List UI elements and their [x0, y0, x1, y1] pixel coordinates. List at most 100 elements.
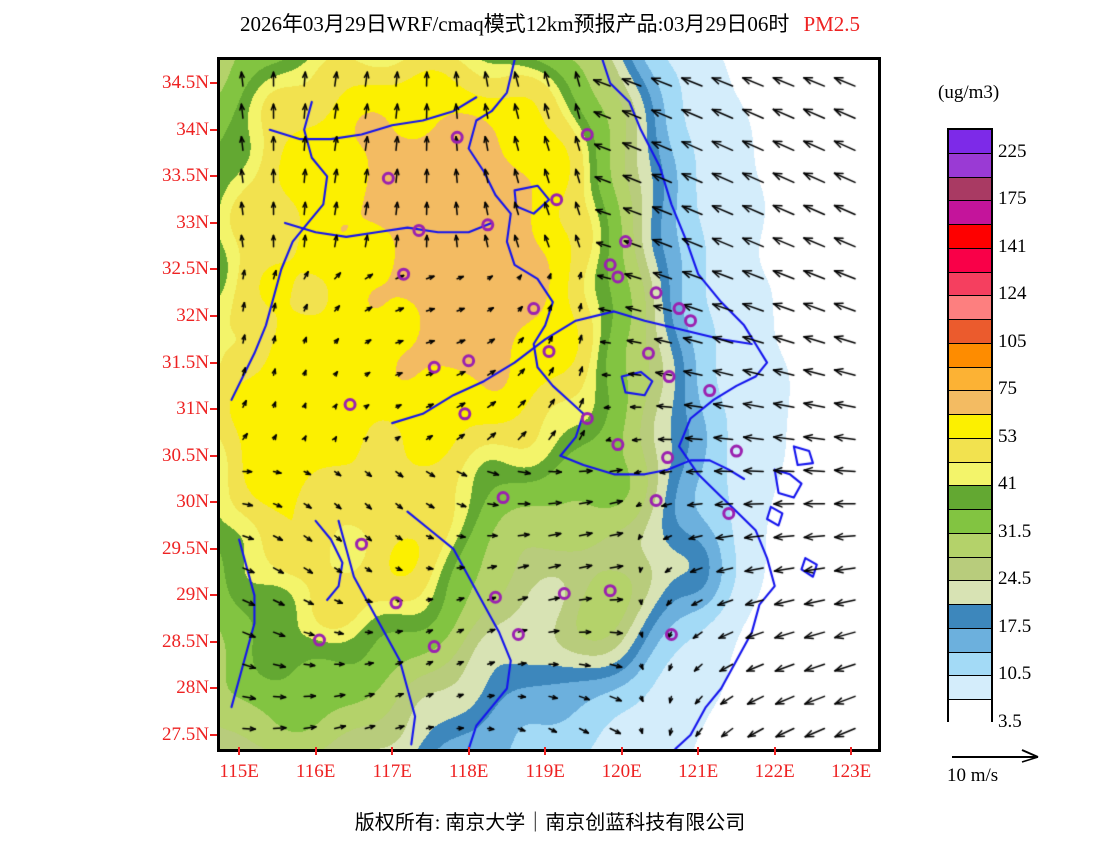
colorbar-band	[949, 272, 991, 297]
lat-tick-label: 29N	[176, 584, 209, 606]
colorbar-band	[949, 225, 991, 249]
colorbar-tick-label: 105	[998, 330, 1027, 352]
colorbar[interactable]	[947, 128, 993, 724]
colorbar-units-label: (ug/m3)	[938, 82, 1000, 103]
colorbar-band	[949, 391, 991, 415]
colorbar-tick-label: 225	[998, 140, 1027, 162]
lon-tick-mark	[773, 747, 776, 755]
colorbar-tick-label: 41	[998, 473, 1017, 495]
lon-tick-mark	[391, 747, 394, 755]
colorbar-band	[949, 510, 991, 534]
colorbar-band	[949, 343, 991, 368]
colorbar-band	[949, 628, 991, 653]
colorbar-tick-labels: 225 175 141 124 105 75 53 41 31.5 24.5 17.5 10.5 3.5	[998, 128, 1098, 732]
lat-tick-label: 34.5N	[162, 72, 209, 94]
colorbar-tick-label: 141	[998, 235, 1027, 257]
colorbar-tick-label: 17.5	[998, 615, 1032, 637]
lon-tick-mark	[697, 747, 700, 755]
lat-tick-mark	[210, 640, 219, 643]
lat-tick-label: 30N	[176, 491, 209, 513]
lon-tick-label: 115E	[219, 761, 259, 782]
colorbar-tick-label: 24.5	[998, 568, 1032, 590]
colorbar-band	[949, 676, 991, 700]
lon-tick-label: 120E	[601, 761, 642, 782]
colorbar-tick-label: 3.5	[998, 711, 1022, 732]
colorbar-band	[949, 581, 991, 605]
page-title: 2026年03月29日WRF/cmaq模式12km预报产品:03月29日06时 P…	[0, 8, 1100, 40]
wind-scale-label: 10 m/s	[947, 765, 999, 786]
lon-tick-mark	[850, 747, 853, 755]
lat-tick-mark	[210, 175, 219, 178]
colorbar-band	[949, 320, 991, 344]
lat-tick-label: 31N	[176, 398, 209, 420]
lon-tick-mark	[238, 747, 241, 755]
lat-tick-label: 28N	[176, 677, 209, 699]
lat-tick-mark	[210, 361, 219, 364]
title-species-label: PM2.5	[803, 12, 861, 36]
colorbar-band	[949, 700, 991, 724]
lat-tick-mark	[210, 408, 219, 411]
colorbar-tick-label: 124	[998, 283, 1027, 305]
lon-tick-label: 116E	[295, 761, 336, 782]
lat-tick-label: 32N	[176, 305, 209, 327]
pm25-contour-map	[220, 60, 878, 749]
map-plot-area[interactable]	[217, 57, 881, 752]
colorbar-tick-label: 175	[998, 188, 1027, 210]
colorbar-band	[949, 201, 991, 225]
lat-tick-mark	[210, 734, 219, 737]
lat-tick-label: 33.5N	[162, 165, 209, 187]
colorbar-tick-label: 31.5	[998, 520, 1032, 542]
lon-tick-label: 117E	[372, 761, 412, 782]
colorbar-band	[949, 438, 991, 463]
colorbar-band	[949, 248, 991, 273]
colorbar-band	[949, 415, 991, 439]
lon-tick-label: 122E	[754, 761, 795, 782]
lat-tick-mark	[210, 594, 219, 597]
colorbar-tick-label: 75	[998, 378, 1017, 400]
lon-tick-label: 118E	[448, 761, 489, 782]
lon-tick-mark	[620, 747, 623, 755]
lon-tick-mark	[544, 747, 547, 755]
lat-tick-mark	[210, 128, 219, 131]
lat-tick-mark	[210, 268, 219, 271]
lat-tick-mark	[210, 82, 219, 85]
colorbar-band	[949, 605, 991, 629]
colorbar-band	[949, 130, 991, 154]
colorbar-band	[949, 652, 991, 677]
lat-tick-mark	[210, 315, 219, 318]
latitude-axis: 34.5N 34N 33.5N 33N 32.5N 32N 31.5N 31N 30.5N 30N…	[135, 57, 219, 752]
lon-tick-label: 119E	[525, 761, 565, 782]
colorbar-band	[949, 296, 991, 320]
lat-tick-label: 29.5N	[162, 537, 209, 559]
colorbar-band	[949, 533, 991, 558]
colorbar-band	[949, 486, 991, 510]
lat-tick-label: 27.5N	[162, 724, 209, 746]
lon-tick-mark	[314, 747, 317, 755]
lon-tick-mark	[467, 747, 470, 755]
lat-tick-label: 33N	[176, 211, 209, 233]
longitude-axis: 115E 116E 117E 118E 119E 120E 121E 122E 123E	[217, 747, 881, 795]
wind-arrow-icon	[952, 749, 1039, 763]
lat-tick-label: 30.5N	[162, 444, 209, 466]
lon-tick-label: 121E	[678, 761, 719, 782]
colorbar-band	[949, 462, 991, 487]
colorbar-band	[949, 177, 991, 202]
wind-scale-legend: 10 m/s	[945, 745, 1085, 797]
lat-tick-mark	[210, 547, 219, 550]
lat-tick-label: 32.5N	[162, 258, 209, 280]
lat-tick-mark	[210, 501, 219, 504]
colorbar-band	[949, 557, 991, 582]
copyright-footer: 版权所有: 南京大学｜南京创蓝科技有限公司	[354, 812, 746, 834]
colorbar-tick-label: 10.5	[998, 663, 1032, 685]
lat-tick-mark	[210, 454, 219, 457]
colorbar-band	[949, 367, 991, 392]
lon-tick-label: 123E	[831, 761, 872, 782]
title-main-text: 2026年03月29日WRF/cmaq模式12km预报产品:03月29日06时	[239, 12, 790, 36]
colorbar-band	[949, 153, 991, 178]
lat-tick-label: 28.5N	[162, 630, 209, 652]
lat-tick-mark	[210, 221, 219, 224]
lat-tick-label: 34N	[176, 118, 209, 140]
colorbar-tick-label: 53	[998, 425, 1017, 447]
lat-tick-label: 31.5N	[162, 351, 209, 373]
lat-tick-mark	[210, 687, 219, 690]
